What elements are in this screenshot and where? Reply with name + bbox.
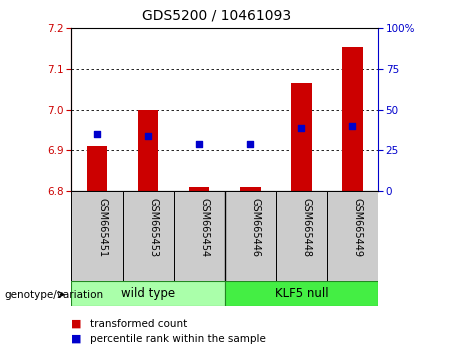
Point — [144, 133, 152, 139]
Bar — [123, 191, 174, 281]
Bar — [240, 187, 260, 191]
Text: percentile rank within the sample: percentile rank within the sample — [90, 334, 266, 344]
Text: GSM665449: GSM665449 — [353, 198, 362, 257]
Bar — [71, 191, 123, 281]
Text: KLF5 null: KLF5 null — [275, 287, 328, 300]
Bar — [138, 110, 158, 191]
Text: GSM665454: GSM665454 — [199, 198, 209, 257]
Bar — [174, 191, 225, 281]
Text: genotype/variation: genotype/variation — [5, 290, 104, 299]
Bar — [291, 83, 312, 191]
Text: ■: ■ — [71, 334, 82, 344]
Text: GSM665446: GSM665446 — [250, 198, 260, 257]
Text: GSM665451: GSM665451 — [97, 198, 107, 257]
Bar — [342, 47, 363, 191]
Bar — [225, 281, 378, 306]
Text: wild type: wild type — [121, 287, 175, 300]
Text: GSM665448: GSM665448 — [301, 198, 311, 257]
Text: GSM665453: GSM665453 — [148, 198, 158, 257]
Text: ■: ■ — [71, 319, 82, 329]
Bar — [225, 191, 276, 281]
Bar — [71, 281, 225, 306]
Point — [93, 131, 100, 137]
Text: transformed count: transformed count — [90, 319, 187, 329]
Bar — [189, 187, 209, 191]
Text: GDS5200 / 10461093: GDS5200 / 10461093 — [142, 9, 291, 23]
Point — [195, 141, 203, 147]
Point — [247, 141, 254, 147]
Bar — [327, 191, 378, 281]
Point — [349, 123, 356, 129]
Bar — [87, 147, 107, 191]
Bar — [276, 191, 327, 281]
Point — [298, 125, 305, 131]
